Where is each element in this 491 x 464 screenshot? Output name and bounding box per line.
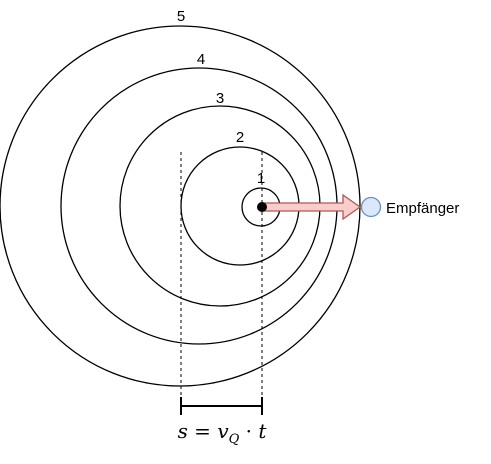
source-point [257,202,267,212]
wavefront-label-4: 4 [197,51,205,68]
formula-t: t [258,419,267,443]
formula-s: s [178,419,188,443]
velocity-arrow [261,193,362,221]
receiver-circle [360,196,382,218]
formula-dot: · [239,419,258,443]
wavefront-label-3: 3 [216,90,224,107]
formula-v: v [217,419,229,443]
wavefront-label-5: 5 [177,8,185,25]
displacement-bracket [180,397,263,415]
formula-equals: = [188,419,217,443]
wavefront-label-1: 1 [257,170,265,187]
wavefront-5 [0,25,361,387]
receiver-label: Empfänger [386,200,459,217]
wavefront-label-2: 2 [236,129,244,146]
formula-subscript: Q [229,432,240,447]
formula: s = vQ · t [178,419,268,447]
